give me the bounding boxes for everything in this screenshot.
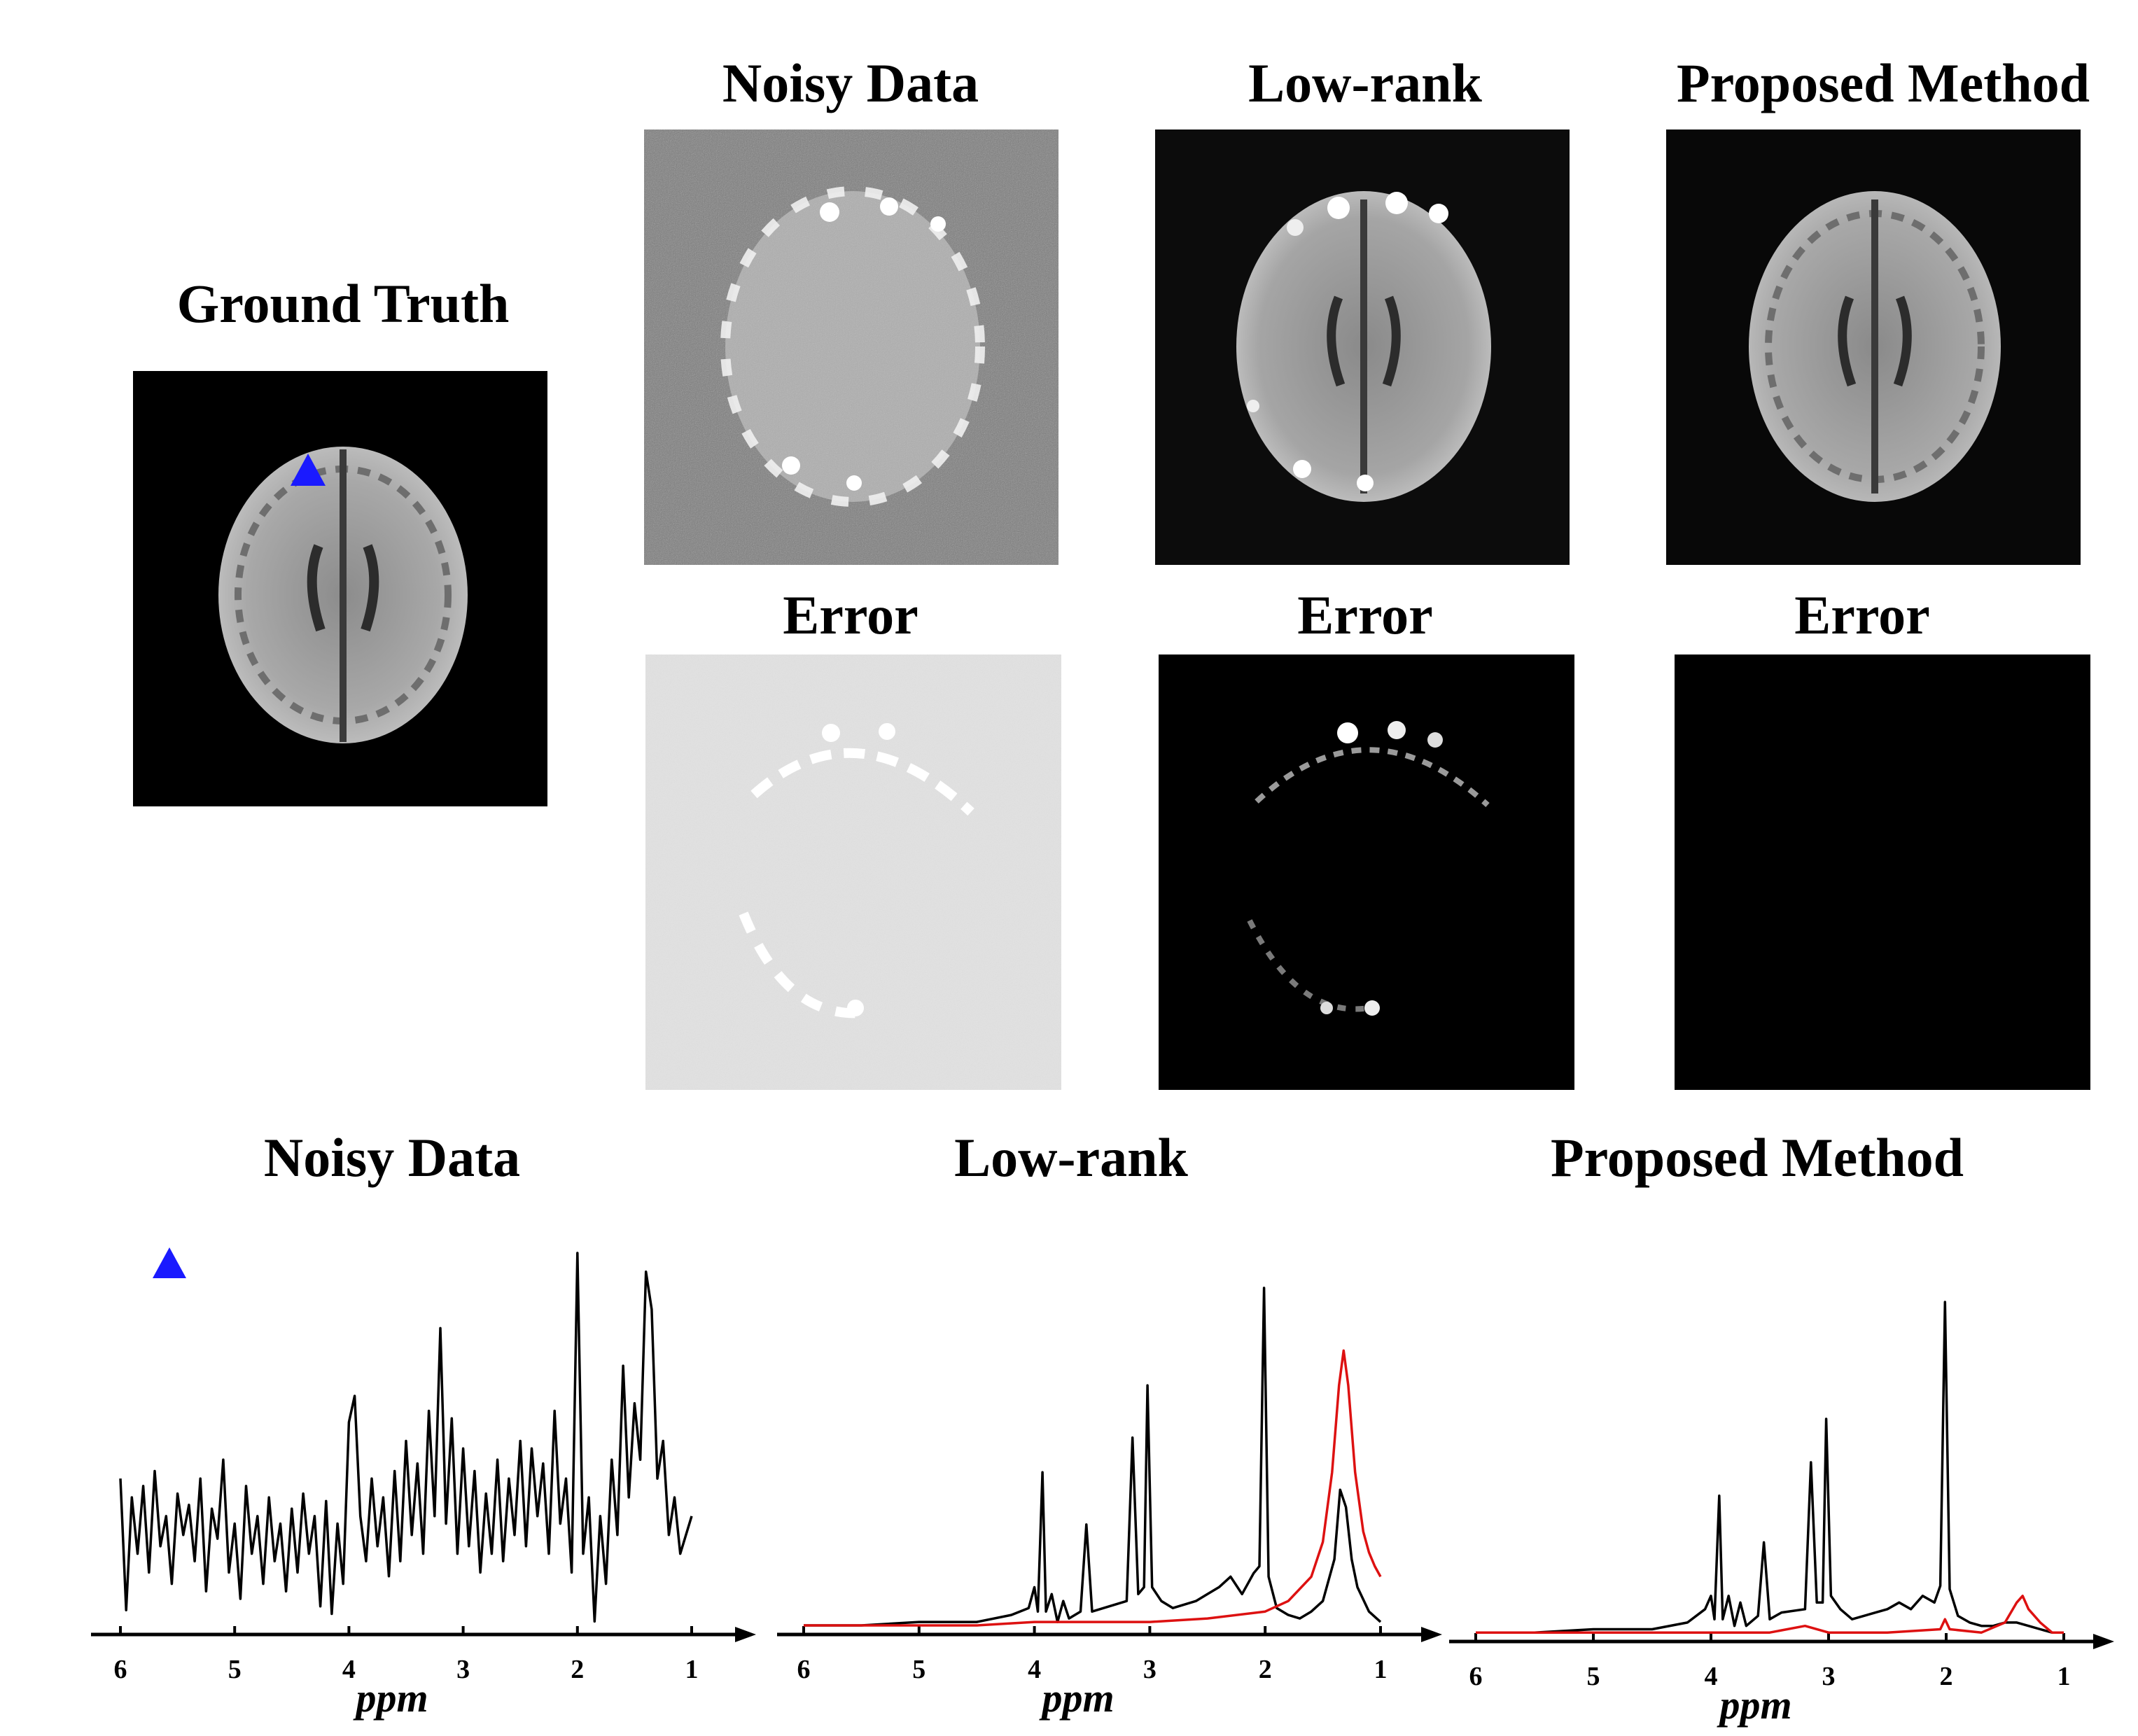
low-rank-spectrum-title: Low-rank [954,1127,1188,1188]
x-tick-label: 2 [571,1655,584,1684]
spectrum-line [119,1252,693,1623]
proposed-method-image-title: Proposed Method [1676,52,2090,113]
x-tick-label: 4 [1028,1655,1041,1684]
noisy-data-spectrum-title: Noisy Data [263,1127,521,1188]
x-tick-label: 1 [685,1655,699,1684]
x-tick-label: 4 [342,1655,356,1684]
spectrum-chart-3: 6 5 4 3 2 1 ppm [1449,1301,2114,1728]
spectrum-chart-1: 6 5 4 3 2 1 ppm [91,1252,756,1721]
x-axis-arrow-icon [1421,1627,1442,1642]
error-spectrum-line [804,1349,1382,1627]
x-axis-label: ppm [352,1675,428,1721]
x-tick-label: 2 [1940,1662,1953,1691]
x-tick-label: 5 [228,1655,242,1684]
x-tick-label: 6 [1469,1662,1483,1691]
spectrum-chart-2: 6 5 4 3 2 1 ppm [777,1287,1442,1721]
x-axis-label: ppm [1038,1675,1114,1721]
noisy-data-image-title: Noisy Data [722,52,979,113]
x-tick-label: 1 [2057,1662,2071,1691]
x-tick-label: 3 [456,1655,470,1684]
x-tick-label: 5 [1587,1662,1600,1691]
x-tick-label: 6 [797,1655,811,1684]
low-rank-error-image [1159,654,1574,1090]
ground-truth-title: Ground Truth [176,273,510,334]
low-rank-image [1155,130,1570,565]
proposed-method-error-title: Error [1794,584,1930,645]
x-tick-label: 4 [1705,1662,1718,1691]
x-tick-label: 2 [1259,1655,1272,1684]
error-spectrum-line [1476,1595,2064,1634]
spectrum-line [1476,1301,2064,1634]
low-rank-error-title: Error [1297,584,1433,645]
x-tick-label: 5 [912,1655,925,1684]
low-rank-image-title: Low-rank [1248,52,1482,113]
x-tick-label: 6 [114,1655,127,1684]
x-axis-arrow-icon [735,1627,756,1642]
noisy-data-error-image [645,654,1061,1090]
noisy-data-image [644,130,1058,565]
x-tick-label: 3 [1143,1655,1157,1684]
x-axis-label: ppm [1716,1682,1791,1728]
noisy-data-error-title: Error [783,584,918,645]
x-tick-label: 1 [1374,1655,1388,1684]
voxel-marker-icon [291,454,326,486]
ground-truth-image [133,371,547,806]
x-axis-arrow-icon [2093,1634,2114,1649]
voxel-marker-icon [153,1247,186,1278]
proposed-method-image [1666,130,2081,565]
proposed-method-spectrum-title: Proposed Method [1550,1127,1964,1188]
spectrum-line [804,1287,1382,1627]
proposed-method-error-image [1675,654,2090,1090]
x-tick-label: 3 [1822,1662,1836,1691]
